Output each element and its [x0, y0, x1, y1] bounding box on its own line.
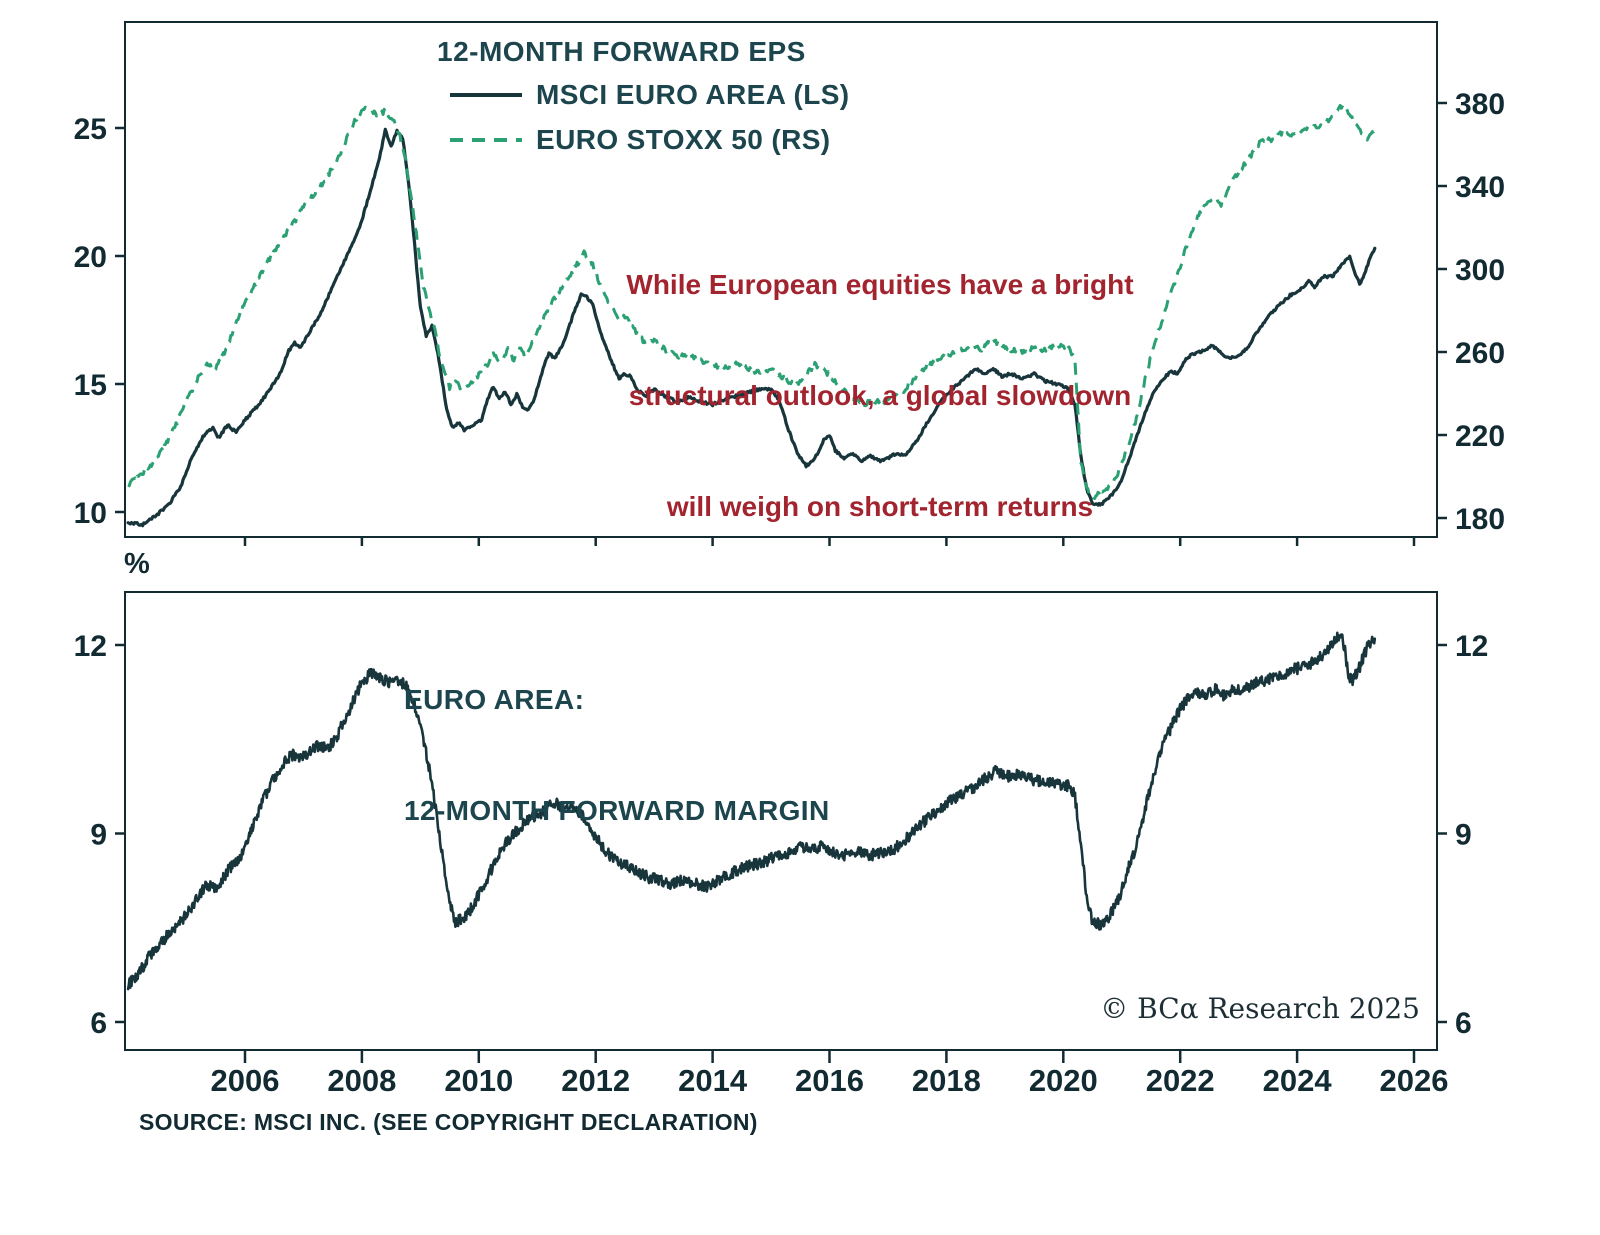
bottom-title-line-1: EURO AREA: — [404, 684, 585, 715]
percent-unit-label: % — [124, 548, 150, 580]
source-note: SOURCE: MSCI INC. (SEE COPYRIGHT DECLARA… — [139, 1109, 758, 1135]
y-tick-label-right: 220 — [1455, 420, 1505, 453]
x-tick-label: 2016 — [795, 1063, 864, 1098]
y-tick-label-right: 12 — [1455, 630, 1488, 663]
y-tick-label-left: 25 — [74, 113, 107, 146]
series-euro-stoxx-50-line — [127, 103, 1377, 500]
legend-label-msci: MSCI EURO AREA (LS) — [536, 79, 850, 110]
solid-line-swatch — [450, 93, 522, 97]
legend-label-stoxx: EURO STOXX 50 (RS) — [536, 124, 831, 155]
annotation: While European equities have a bright st… — [570, 192, 1190, 599]
x-tick-label: 2012 — [561, 1063, 630, 1098]
legend-item-stoxx: EURO STOXX 50 (RS) — [450, 124, 850, 156]
y-tick-label-left: 20 — [74, 241, 107, 274]
y-tick-label-right: 300 — [1455, 254, 1505, 287]
x-tick-label: 2024 — [1263, 1063, 1333, 1098]
legend: MSCI EURO AREA (LS) EURO STOXX 50 (RS) — [450, 79, 850, 156]
annotation-line-3: will weigh on short-term returns — [666, 491, 1094, 522]
annotation-line-2: structural outlook, a global slowdown — [628, 380, 1132, 411]
y-tick-label-right: 9 — [1455, 819, 1472, 852]
x-tick-label: 2014 — [678, 1063, 748, 1098]
y-tick-label-right: 260 — [1455, 337, 1505, 370]
series-forward-margin-line — [126, 631, 1377, 991]
bottom-title-line-2: 12-MONTH FORWARD MARGIN — [404, 795, 830, 826]
legend-item-msci: MSCI EURO AREA (LS) — [450, 79, 850, 111]
series-msci-euro-area-line — [126, 127, 1377, 528]
bottom-panel-border — [124, 591, 1438, 1051]
y-tick-label-left: 12 — [74, 630, 107, 663]
y-tick-label-right: 180 — [1455, 503, 1505, 536]
y-tick-label-right: 6 — [1455, 1007, 1472, 1040]
x-tick-label: 2008 — [327, 1063, 396, 1098]
annotation-line-1: While European equities have a bright — [626, 269, 1134, 300]
y-tick-label-left: 15 — [74, 369, 107, 402]
x-tick-label: 2010 — [444, 1063, 513, 1098]
top-panel-border — [124, 21, 1438, 538]
y-tick-label-left: 6 — [90, 1007, 107, 1040]
x-tick-label: 2022 — [1146, 1063, 1215, 1098]
x-tick-label: 2018 — [912, 1063, 981, 1098]
y-tick-label-right: 380 — [1455, 88, 1505, 121]
bottom-panel-title: EURO AREA: 12-MONTH FORWARD MARGIN — [404, 607, 830, 903]
y-tick-label-left: 9 — [90, 819, 107, 852]
x-tick-label: 2020 — [1029, 1063, 1098, 1098]
y-tick-label-right: 340 — [1455, 171, 1505, 204]
y-tick-label-left: 10 — [74, 497, 107, 530]
x-tick-label: 2006 — [211, 1063, 280, 1098]
x-tick-label: 2026 — [1380, 1063, 1449, 1098]
top-panel-title: 12-MONTH FORWARD EPS — [437, 36, 806, 67]
copyright-note: © BCα Research 2025 — [1100, 992, 1420, 1025]
dashed-line-swatch — [450, 138, 522, 142]
